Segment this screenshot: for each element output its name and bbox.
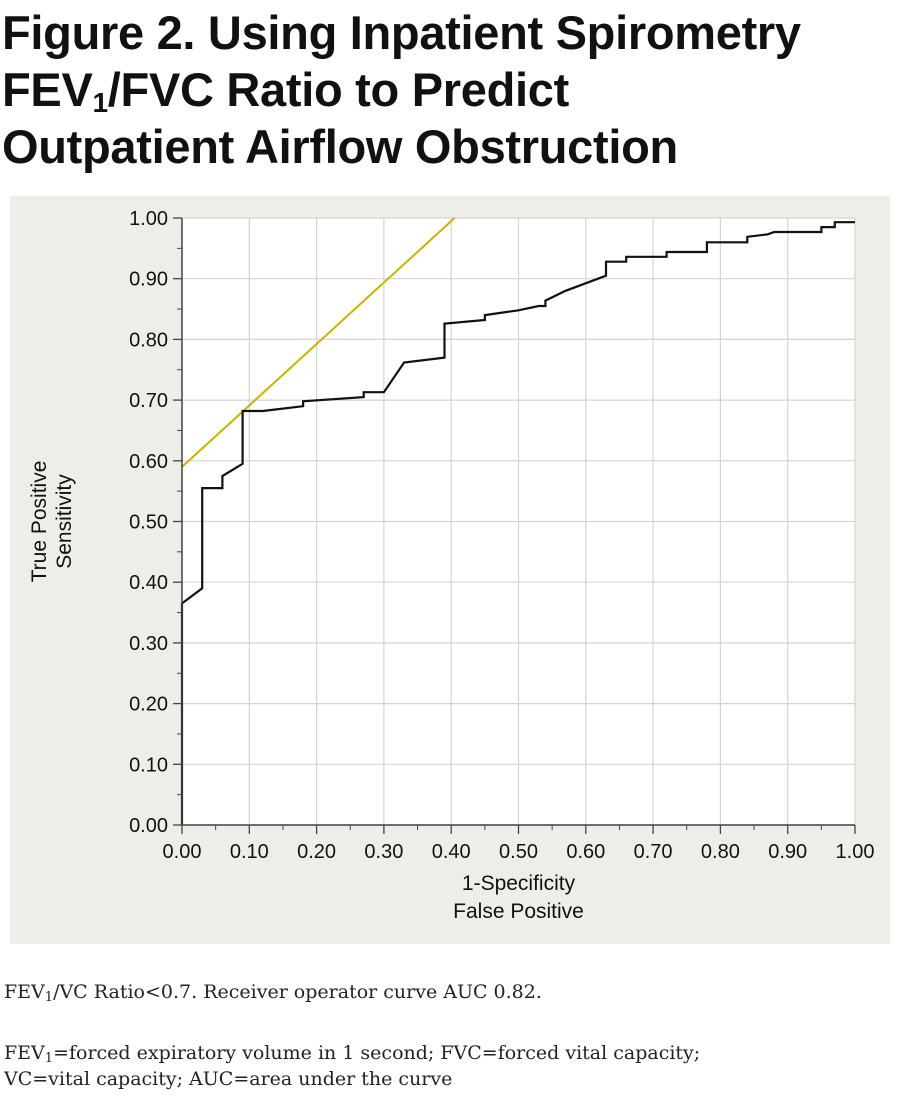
x-tick-label: 0.30 [364, 841, 403, 863]
y-axis-label-line-2: Sensitivity [53, 474, 76, 569]
y-tick-label: 0.10 [129, 754, 168, 776]
x-tick-label: 0.80 [701, 841, 740, 863]
abbr-subscript: 1 [44, 1051, 54, 1066]
x-tick-label: 0.60 [566, 841, 605, 863]
reference-tangent-line [181, 217, 456, 468]
caption-fev: FEV [4, 981, 45, 1003]
y-tick-label: 0.30 [129, 633, 168, 655]
title-line-3: Outpatient Airflow Obstruction [2, 120, 678, 173]
caption-line-2: FEV1=forced expiratory volume in 1 secon… [4, 1040, 896, 1066]
x-axis-label-line-2: False Positive [453, 900, 584, 923]
abbr-definitions: =forced expiratory volume in 1 second; F… [53, 1042, 701, 1064]
caption-auc-text: /VC Ratio<0.7. Receiver operator curve A… [53, 981, 542, 1003]
figure-title: Figure 2. Using Inpatient Spirometry FEV… [2, 4, 892, 175]
y-tick-label: 0.70 [129, 390, 168, 412]
title-subscript: 1 [92, 87, 109, 118]
y-tick-label: 0.20 [129, 694, 168, 716]
y-tick-label: 0.80 [129, 329, 168, 351]
series-layer [180, 217, 855, 825]
y-tick-label: 0.50 [129, 512, 168, 534]
x-tick-label: 0.70 [634, 841, 673, 863]
chart-panel: 0.00 0.10 0.20 0.30 0.40 0.50 0.60 0.70 0.80 0.90… [10, 196, 890, 944]
title-ratio: /FVC Ratio to Predict [107, 63, 569, 116]
y-tick-label: 0.40 [129, 572, 168, 594]
x-tick-label: 0.90 [768, 841, 807, 863]
x-tick-label: 1.00 [836, 841, 875, 863]
x-tick-label: 0.50 [499, 841, 538, 863]
y-tick-label: 0.60 [129, 451, 168, 473]
x-axis-label-line-1: 1-Specificity [462, 872, 576, 895]
grid-lines [181, 217, 856, 826]
y-tick-label: 0.00 [129, 815, 168, 837]
x-tick-label: 0.10 [230, 841, 269, 863]
x-tick-label: 0.20 [297, 841, 336, 863]
title-line-1: Figure 2. Using Inpatient Spirometry [2, 6, 801, 59]
caption-subscript: 1 [44, 990, 54, 1005]
y-tick-label: 1.00 [129, 208, 168, 230]
caption-primary: FEV1/VC Ratio<0.7. Receiver operator cur… [4, 979, 896, 1005]
abbr-fev: FEV [4, 1042, 45, 1064]
y-tick-label: 0.90 [129, 269, 168, 291]
caption-line-1: FEV1/VC Ratio<0.7. Receiver operator cur… [4, 979, 896, 1005]
title-line-2: FEV1/FVC Ratio to Predict [2, 61, 892, 118]
x-ticks: 0.00 0.10 0.20 0.30 0.40 0.50 0.60 0.70 0.80 0.90… [163, 825, 875, 863]
x-tick-label: 0.40 [432, 841, 471, 863]
roc-curve-line [180, 221, 855, 825]
caption-abbreviations: FEV1=forced expiratory volume in 1 secon… [4, 1040, 896, 1092]
x-tick-label: 0.00 [163, 841, 202, 863]
y-ticks: 0.00 0.10 0.20 0.30 0.40 0.50 0.60 0.70 0.80 0.90… [129, 208, 182, 837]
caption-line-3: VC=vital capacity; AUC=area under the cu… [4, 1068, 453, 1090]
title-fev: FEV [2, 63, 93, 116]
y-axis-label-line-1: True Positive [28, 461, 51, 583]
roc-chart: 0.00 0.10 0.20 0.30 0.40 0.50 0.60 0.70 0.80 0.90… [28, 208, 875, 923]
